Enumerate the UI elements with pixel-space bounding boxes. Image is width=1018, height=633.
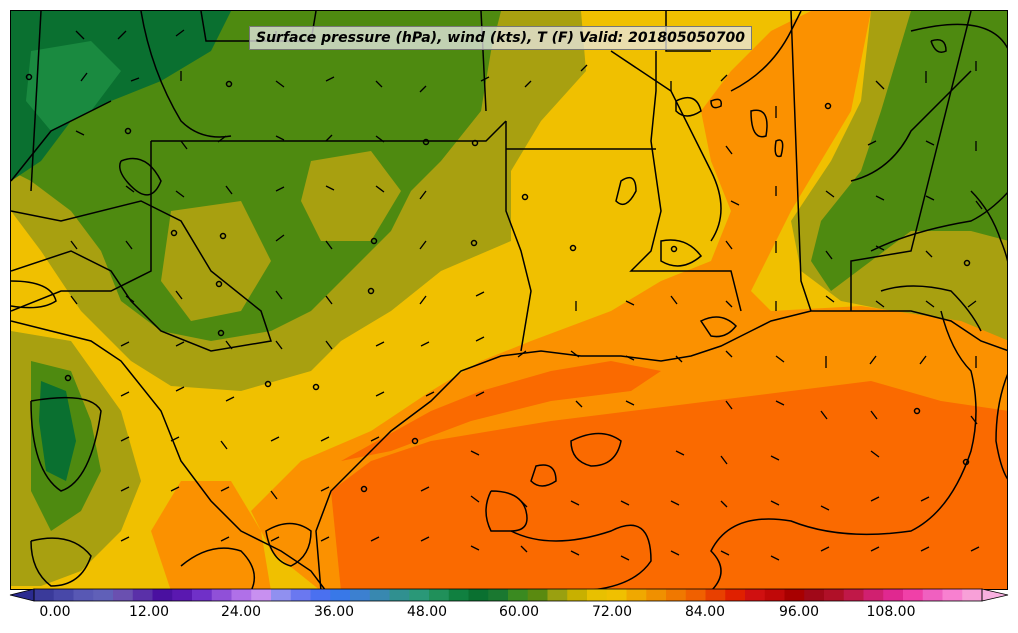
colorbar-swatch bbox=[93, 589, 114, 601]
colorbar-swatch bbox=[547, 589, 568, 601]
temperature-shading-green bbox=[11, 11, 501, 341]
colorbar-tick-label: 84.00 bbox=[684, 604, 726, 620]
colorbar-tick-label: 60.00 bbox=[498, 604, 540, 620]
colorbar-tick-label: 72.00 bbox=[591, 604, 633, 620]
temperature-shading-deep-orange bbox=[331, 381, 1007, 589]
colorbar-swatch bbox=[369, 589, 390, 601]
colorbar-swatch bbox=[113, 589, 134, 601]
temperature-shading-green-east bbox=[811, 11, 1007, 291]
colorbar-swatch bbox=[626, 589, 647, 601]
colorbar-swatch bbox=[152, 589, 173, 601]
colorbar-outline bbox=[33, 588, 983, 602]
colorbar-swatch bbox=[567, 589, 588, 601]
colorbar-tick-label: 12.00 bbox=[128, 604, 170, 620]
coastline bbox=[315, 310, 1007, 589]
colorbar-swatch bbox=[527, 589, 548, 601]
colorbar-swatch bbox=[725, 589, 746, 601]
colorbar-swatch bbox=[666, 589, 687, 601]
temperature-colorbar bbox=[9, 588, 1009, 602]
temperature-shading-dark-green-2 bbox=[26, 41, 121, 131]
colorbar-swatch bbox=[922, 589, 943, 601]
temperature-shading-deep-orange-2 bbox=[341, 361, 661, 461]
colorbar-swatch bbox=[843, 589, 864, 601]
temperature-shading-olive-patch-2 bbox=[301, 151, 401, 241]
colorbar-swatch bbox=[942, 589, 963, 601]
colorbar-swatch bbox=[172, 589, 193, 601]
colorbar-swatch bbox=[132, 589, 153, 601]
colorbar-swatch bbox=[685, 589, 706, 601]
colorbar-swatch bbox=[429, 589, 450, 601]
colorbar-swatch bbox=[448, 589, 469, 601]
colorbar-swatch bbox=[310, 589, 331, 601]
map-title: Surface pressure (hPa), wind (kts), T (F… bbox=[249, 26, 753, 50]
colorbar-swatch bbox=[231, 589, 252, 601]
colorbar-swatch bbox=[804, 589, 825, 601]
colorbar-swatch bbox=[606, 589, 627, 601]
colorbar-swatch bbox=[745, 589, 766, 601]
colorbar-swatch bbox=[646, 589, 667, 601]
colorbar-tick-label: 96.00 bbox=[778, 604, 820, 620]
colorbar-swatch bbox=[508, 589, 529, 601]
colorbar-swatch bbox=[903, 589, 924, 601]
colorbar-swatch bbox=[34, 589, 55, 601]
colorbar-swatch bbox=[271, 589, 292, 601]
colorbar-swatch bbox=[73, 589, 94, 601]
wind-barbs bbox=[70, 29, 983, 561]
colorbar-swatch bbox=[962, 589, 983, 601]
temperature-shading-orange-south bbox=[151, 481, 271, 589]
colorbar-tick-label: 36.00 bbox=[313, 604, 355, 620]
colorbar-tick-label: 0.00 bbox=[39, 604, 71, 620]
colorbar-tick-label: 24.00 bbox=[220, 604, 262, 620]
colorbar-swatches bbox=[34, 589, 983, 601]
colorbar-swatch bbox=[350, 589, 371, 601]
colorbar-swatch bbox=[705, 589, 726, 601]
colorbar-swatch bbox=[784, 589, 805, 601]
colorbar-swatch bbox=[53, 589, 74, 601]
temperature-shading-olive-patch bbox=[161, 201, 271, 321]
temperature-shading-dark-green-mexico bbox=[39, 381, 76, 481]
colorbar-swatch bbox=[251, 589, 272, 601]
calm-wind-markers bbox=[25, 73, 971, 493]
colorbar-swatch bbox=[330, 589, 351, 601]
colorbar-tick-label: 48.00 bbox=[406, 604, 448, 620]
colorbar-swatch bbox=[389, 589, 410, 601]
map-panel: Surface pressure (hPa), wind (kts), T (F… bbox=[10, 10, 1008, 590]
isobar-contours bbox=[11, 11, 1007, 589]
colorbar-swatch bbox=[587, 589, 608, 601]
colorbar-swatch bbox=[488, 589, 509, 601]
colorbar-swatch bbox=[824, 589, 845, 601]
colorbar-swatch bbox=[468, 589, 489, 601]
colorbar-swatch bbox=[863, 589, 884, 601]
colorbar-swatch bbox=[883, 589, 904, 601]
colorbar-extend-low bbox=[9, 588, 35, 602]
colorbar-swatch bbox=[192, 589, 213, 601]
colorbar-swatch bbox=[409, 589, 430, 601]
temperature-field-map bbox=[11, 11, 1007, 589]
colorbar-swatch bbox=[290, 589, 311, 601]
colorbar-tick-label: 108.00 bbox=[866, 604, 916, 620]
colorbar-swatch bbox=[764, 589, 785, 601]
colorbar-swatch bbox=[211, 589, 232, 601]
colorbar-extend-high bbox=[981, 588, 1009, 602]
